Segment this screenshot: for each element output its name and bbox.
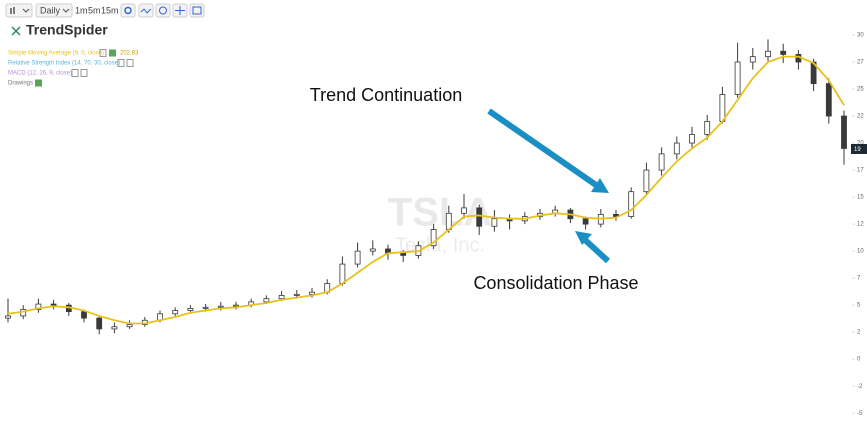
annotation: Consolidation Phase (473, 273, 638, 293)
candle-body (263, 298, 270, 303)
legend-button[interactable] (71, 69, 79, 77)
chart-type-button[interactable] (5, 3, 33, 18)
candle-body (354, 250, 361, 265)
legend-button[interactable] (99, 49, 107, 57)
arrow (581, 236, 611, 264)
candle-body (810, 61, 817, 85)
legend-button[interactable] (117, 59, 125, 67)
interval-select[interactable] (35, 3, 73, 18)
candle-body (825, 83, 832, 117)
arrowhead (575, 231, 592, 245)
y-tick-label: -5 (857, 411, 863, 417)
candle-body (673, 142, 680, 155)
y-tick-label: 10 (857, 249, 864, 255)
y-tick-label: 12 (857, 222, 864, 228)
settings-button[interactable] (120, 3, 136, 18)
cross-icon (175, 6, 185, 15)
candle-body (202, 306, 209, 309)
candle-body (476, 207, 483, 227)
candle-body (5, 315, 11, 319)
y-tick-label: 22 (857, 114, 864, 120)
logo-icon (11, 26, 21, 36)
y-tick-label: -2 (857, 384, 863, 390)
tool-button[interactable] (138, 3, 154, 18)
y-tick-label: 20 (857, 141, 864, 147)
candle-body (765, 50, 771, 58)
sma-value: 202.83 (120, 51, 139, 57)
sma-line (7, 55, 845, 325)
y-tick-label: 15 (857, 195, 864, 201)
candle-body (582, 218, 589, 225)
wave-icon (140, 8, 152, 14)
tool-button[interactable] (155, 3, 171, 18)
candle-body (172, 310, 179, 315)
candle-body (187, 307, 194, 311)
candle-body (400, 252, 407, 256)
candle-body (749, 56, 756, 63)
candle-body (111, 326, 118, 330)
candle-icon (10, 7, 15, 14)
candle-body (293, 293, 300, 296)
legend-entry: Relative Strength Index (14, 70, 30, clo… (8, 61, 120, 67)
logo: TrendSpider (26, 22, 108, 38)
legend-button[interactable] (80, 69, 88, 77)
candle-body (491, 218, 498, 227)
layout-icon (192, 6, 202, 15)
candle-body (841, 115, 847, 149)
y-tick-label: 17 (857, 168, 864, 174)
candle-body (35, 303, 42, 310)
dropdown-icon (62, 8, 70, 13)
interval-button[interactable]: 1m (75, 5, 88, 15)
candle-body (233, 304, 239, 307)
candle-body (217, 305, 224, 308)
gear-icon (124, 6, 132, 15)
candle-body (689, 134, 695, 144)
candle-body (704, 121, 711, 135)
candle-body (96, 317, 103, 330)
candle-body (50, 303, 57, 306)
clock-icon (159, 6, 167, 15)
price-label-box (851, 144, 867, 154)
arrow (487, 108, 598, 188)
y-tick-label: 7 (857, 276, 861, 282)
tool-button[interactable] (189, 3, 205, 18)
y-tick-label: 2 (857, 330, 861, 336)
legend-button[interactable] (109, 49, 116, 57)
interval-button[interactable]: 5m (88, 5, 101, 15)
candle-body (628, 191, 635, 217)
candle-body (734, 61, 741, 95)
candle-body (369, 248, 376, 252)
y-tick-label: 5 (857, 303, 861, 309)
y-tick-label: 27 (857, 60, 864, 66)
candle-body (81, 311, 87, 319)
legend-button[interactable] (126, 59, 134, 67)
candle-body (461, 207, 467, 214)
candle-body (339, 263, 346, 284)
legend-entry: Drawings (8, 81, 33, 87)
legend-button[interactable] (35, 79, 42, 87)
interval: Daily (40, 5, 61, 15)
candle-body (278, 295, 285, 300)
candle-body (658, 153, 665, 171)
interval-button[interactable]: 15m (101, 5, 119, 15)
arrowhead (591, 178, 609, 193)
y-tick-label: 30 (857, 33, 864, 39)
y-tick-label: 25 (857, 87, 864, 93)
candle-body (430, 229, 437, 247)
legend-entry: MACD (12, 26, 9, close) (8, 71, 72, 77)
annotation: Trend Continuation (310, 85, 462, 105)
legend-entry: Simple Moving Average (9, 0, close) (8, 51, 104, 57)
watermark-symbol: TSLA (388, 191, 492, 235)
candle-body (126, 324, 133, 328)
candle-body (309, 291, 315, 295)
dropdown-icon (22, 8, 30, 13)
price-label: 19 (854, 147, 861, 153)
y-tick-label: 0 (857, 357, 861, 363)
candle-body (643, 169, 650, 193)
candle-body (780, 50, 787, 55)
